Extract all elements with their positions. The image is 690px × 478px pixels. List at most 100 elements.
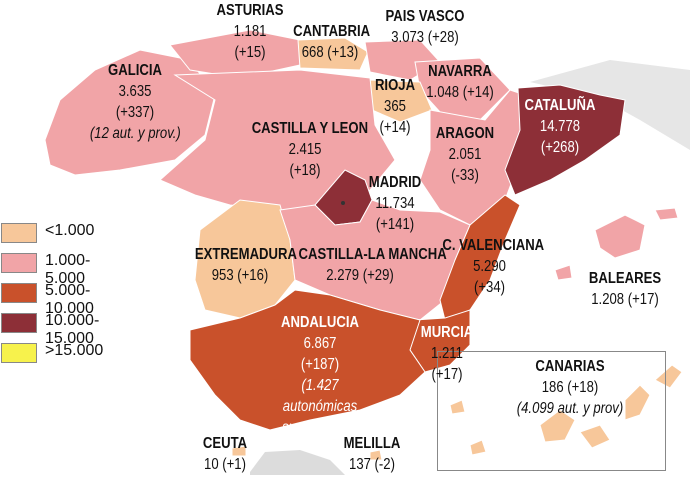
region-extremadura	[194, 199, 296, 319]
label-aragon: ARAGON 2.051 (-33)	[432, 123, 498, 186]
region-name: ARAGON	[435, 125, 495, 142]
region-cataluna	[504, 84, 626, 196]
region-name: CEUTA	[202, 435, 248, 452]
label-galicia: GALICIA 3.635 (+337) (12 aut. y prov.)	[89, 60, 181, 144]
region-value: 2.415	[288, 141, 322, 158]
legend-label: 1.000-5.000	[45, 252, 91, 287]
france-area	[530, 60, 690, 150]
region-value: 14.778	[539, 118, 581, 135]
label-asturias: ASTURIAS 1.181 (+15)	[213, 0, 287, 63]
region-change: (+187)	[300, 356, 340, 373]
legend-swatch	[1, 343, 37, 363]
region-name: MELILLA	[343, 435, 401, 452]
region-canarias-2	[469, 439, 487, 456]
legend-swatch	[1, 313, 37, 333]
region-value: 137 (-2)	[349, 456, 395, 473]
region-name: NAVARRA	[428, 63, 492, 80]
region-galicia	[44, 49, 216, 176]
region-change: (+268)	[540, 139, 580, 156]
region-canarias-4	[579, 424, 611, 449]
region-name: C. VALENCIANA	[442, 237, 545, 254]
region-name: EXTREMADURA	[194, 246, 297, 263]
region-change: (+34)	[473, 279, 505, 296]
region-name: CANARIAS	[535, 358, 605, 375]
region-name: BALEARES	[588, 270, 662, 287]
region-cantabria	[297, 37, 369, 71]
label-castilla-leon: CASTILLA Y LEON 2.415 (+18)	[251, 118, 369, 181]
region-name: CASTILLA Y LEON	[251, 120, 369, 137]
region-value: 2.051	[448, 146, 482, 163]
label-cataluna: CATALUÑA 14.778 (+268)	[523, 95, 597, 158]
region-name: GALICIA	[108, 62, 162, 79]
region-value: 3.073 (+28)	[391, 29, 459, 46]
region-canarias-5	[624, 384, 651, 421]
legend-label: 10.000-15.000	[45, 312, 100, 347]
region-value: 1.048 (+14)	[426, 84, 494, 101]
region-canarias-1	[449, 399, 466, 415]
region-value: 1.181	[233, 23, 267, 40]
region-change: (-33)	[451, 167, 479, 184]
region-name: ASTURIAS	[216, 2, 284, 19]
legend-label: >15.000	[45, 342, 104, 359]
region-name: CATALUÑA	[524, 97, 596, 114]
region-value: 1.208 (+17)	[591, 291, 659, 308]
legend-swatch	[1, 253, 37, 273]
region-value: 3.635	[118, 83, 152, 100]
legend-swatch	[1, 223, 37, 243]
region-name: RIOJA	[374, 77, 416, 94]
label-murcia: MURCIA 1.211 (+17)	[418, 322, 475, 385]
region-name: MADRID	[368, 174, 422, 191]
label-navarra: NAVARRA 1.048 (+14)	[423, 61, 497, 103]
region-change: (+337)	[115, 104, 155, 121]
label-cantabria: CANTABRIA 668 (+13)	[293, 21, 371, 63]
region-value: 6.867	[303, 335, 337, 352]
region-note: (12 aut. y prov.)	[89, 125, 181, 142]
region-change: (+18)	[289, 162, 321, 179]
africa-coast	[250, 450, 345, 475]
region-value: 10 (+1)	[204, 456, 246, 473]
madrid-marker	[341, 201, 345, 205]
region-name: CASTILLA-LA MANCHA	[298, 246, 447, 263]
region-change: (+141)	[375, 216, 415, 233]
label-ceuta: CEUTA 10 (+1)	[200, 433, 249, 475]
label-c-valenciana: C. VALENCIANA 5.290 (+34)	[442, 235, 545, 298]
label-madrid: MADRID 11.734 (+141)	[358, 172, 432, 235]
region-change: (+17)	[431, 366, 463, 383]
region-note: (4.099 aut. y prov)	[516, 400, 624, 417]
region-canarias-3	[539, 409, 576, 443]
region-name: MURCIA	[420, 324, 474, 341]
region-value: 365	[384, 98, 406, 115]
region-value: 668 (+13)	[301, 44, 359, 61]
label-canarias: CANARIAS 186 (+18) (4.099 aut. y prov)	[513, 356, 628, 419]
region-value: 5.290	[473, 258, 506, 275]
label-extremadura: EXTREMADURA 953 (+16)	[194, 244, 297, 286]
legend-label: <1.000	[45, 222, 95, 239]
label-pais-vasco: PAIS VASCO 3.073 (+28)	[384, 6, 466, 48]
region-ceuta	[231, 445, 247, 457]
region-name: CANTABRIA	[293, 23, 371, 40]
label-baleares: BALEARES 1.208 (+17)	[584, 268, 666, 310]
region-baleares-ibiza	[554, 264, 573, 281]
region-change: (+14)	[379, 119, 411, 136]
region-melilla	[369, 449, 383, 461]
region-value: 2.279 (+29)	[326, 267, 394, 284]
region-baleares	[594, 214, 646, 259]
region-change: (+15)	[234, 44, 266, 61]
region-c-valenciana	[439, 194, 521, 321]
region-value: 186 (+18)	[541, 379, 599, 396]
region-note: (1.427 autonómicas superligeros)	[282, 377, 358, 436]
canarias-inset-frame	[437, 351, 666, 471]
region-value: 11.734	[375, 195, 415, 212]
region-value: 1.211	[431, 345, 463, 362]
region-name: ANDALUCIA	[280, 314, 359, 331]
label-castilla-la-mancha: CASTILLA-LA MANCHA 2.279 (+29)	[298, 244, 447, 286]
label-rioja: RIOJA 365 (+14)	[370, 75, 419, 138]
label-andalucia: ANDALUCIA 6.867 (+187) (1.427 autonómica…	[263, 312, 378, 438]
region-name: PAIS VASCO	[385, 8, 465, 25]
region-value: 953 (+16)	[211, 267, 269, 284]
legend-label: 5.000-10.000	[45, 282, 94, 317]
region-baleares-minorca	[654, 207, 679, 221]
region-andalucia	[189, 289, 426, 431]
label-melilla: MELILLA 137 (-2)	[343, 433, 401, 475]
